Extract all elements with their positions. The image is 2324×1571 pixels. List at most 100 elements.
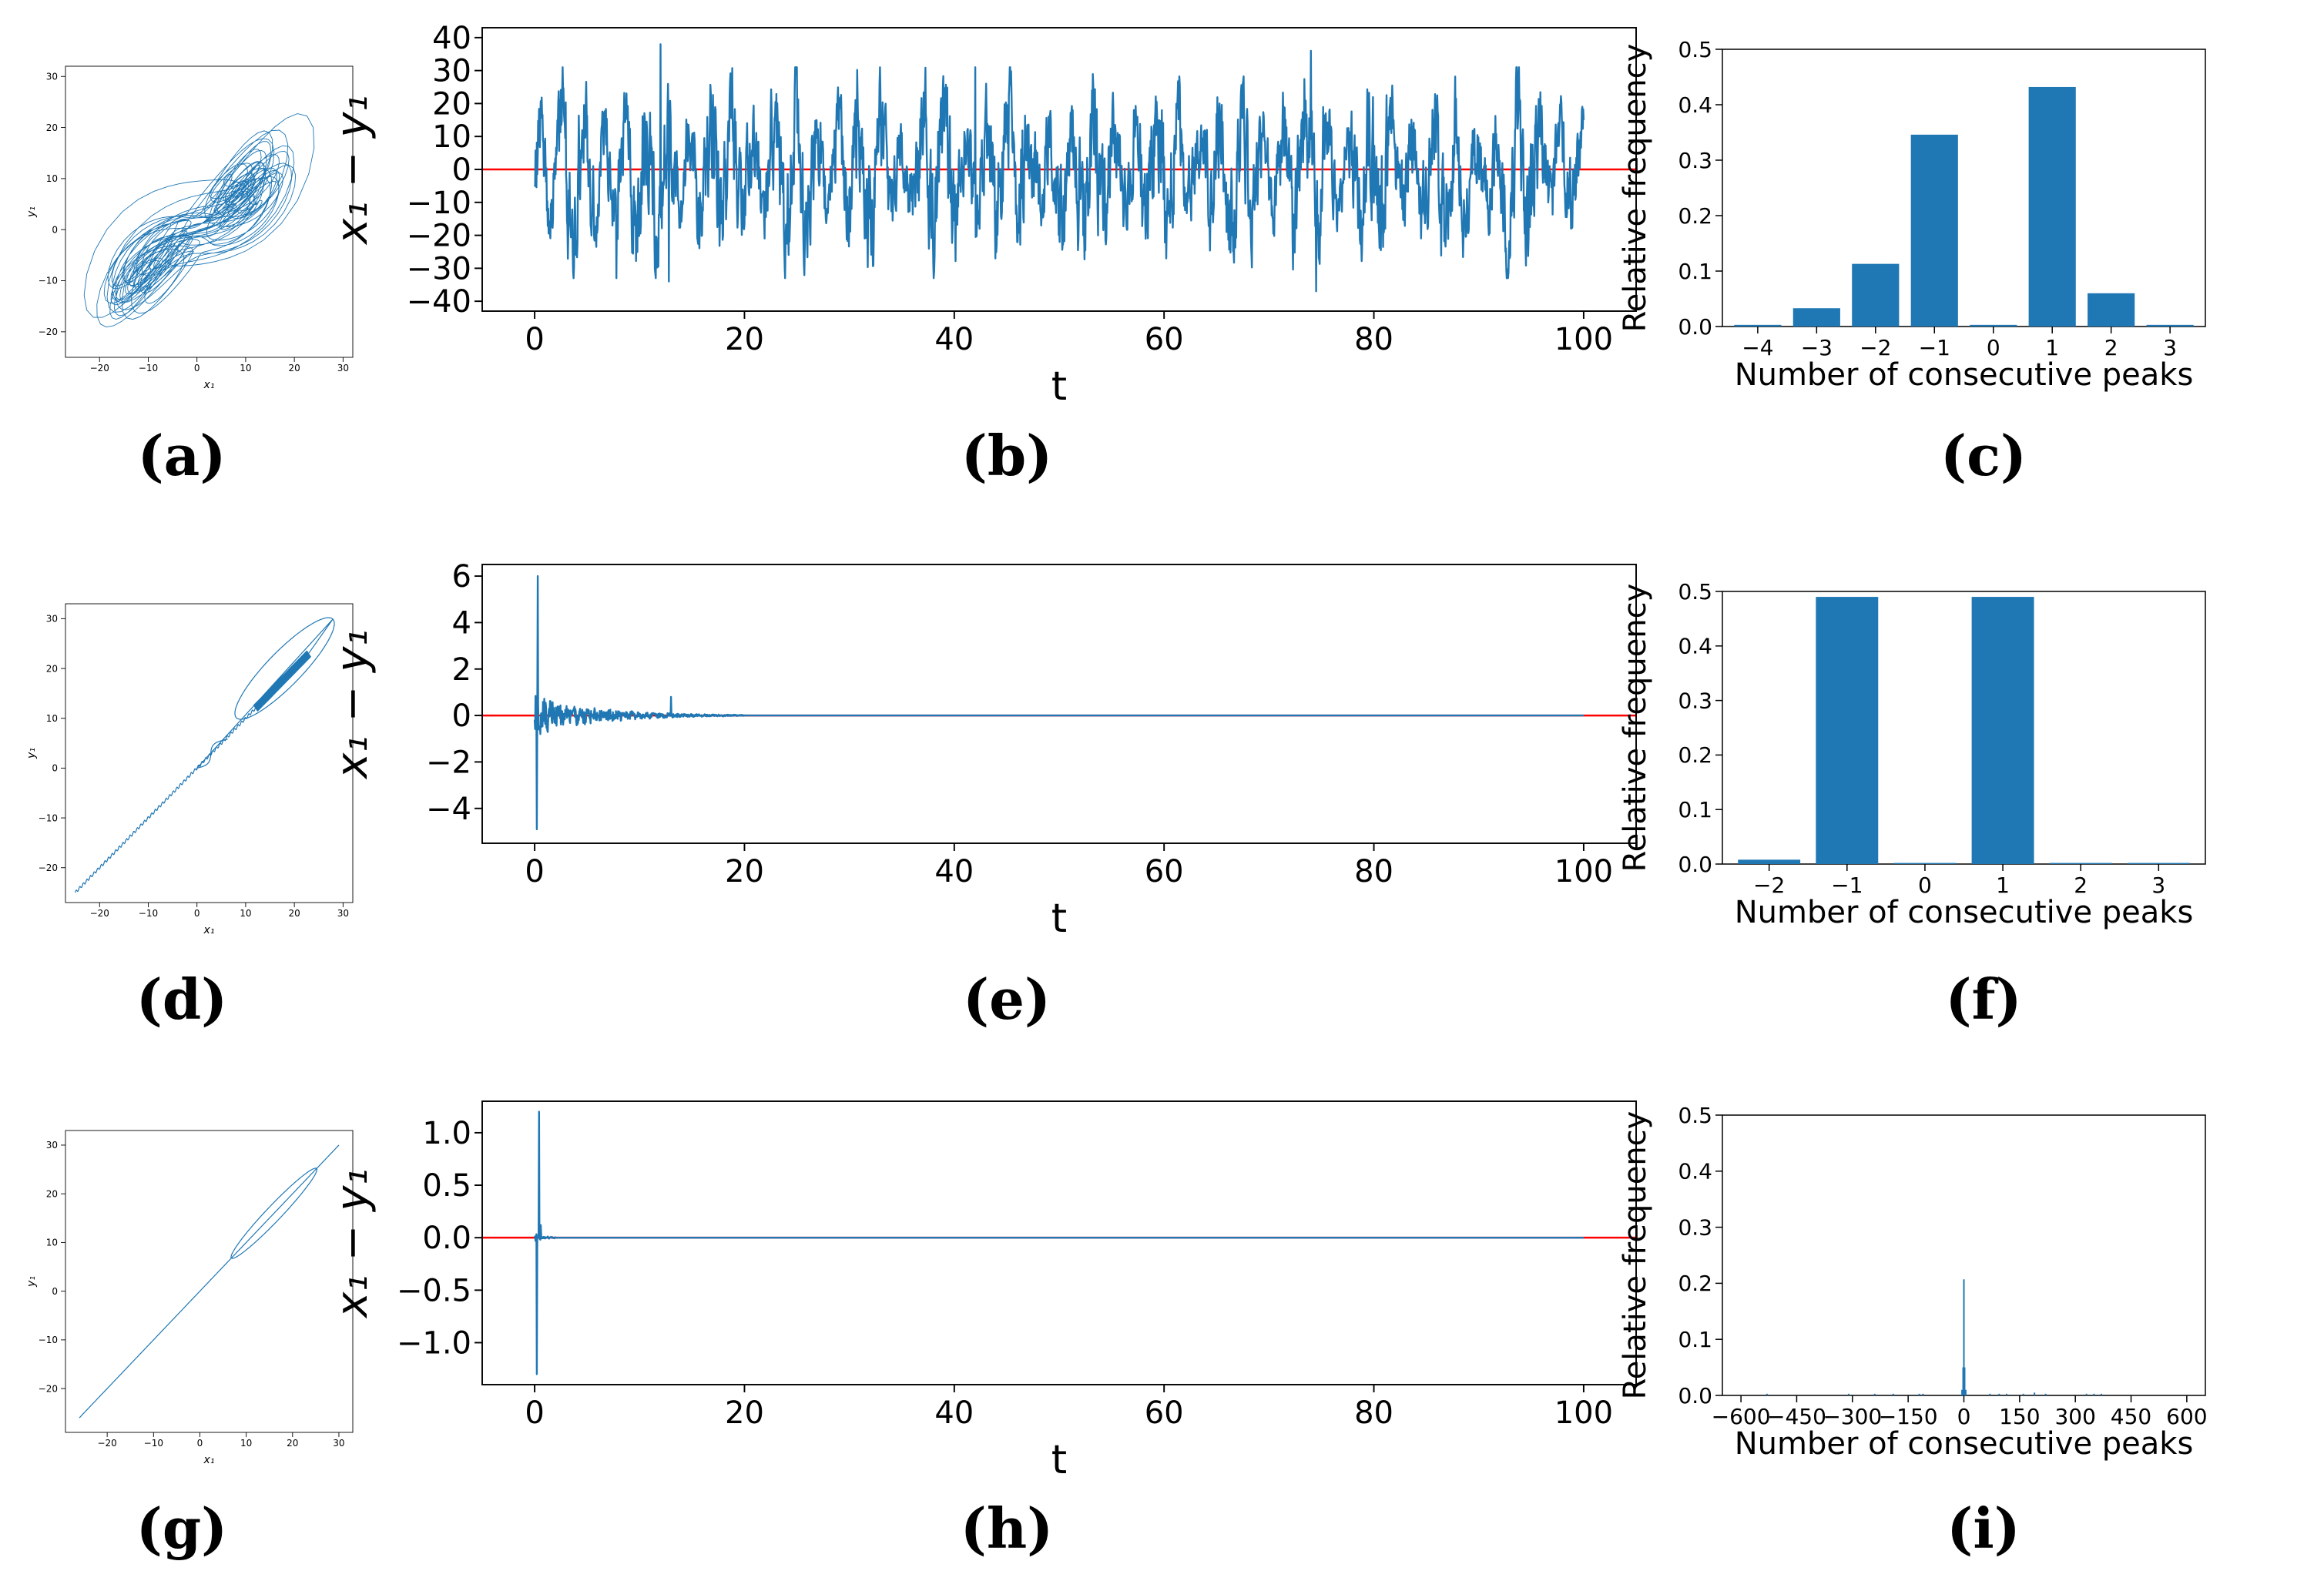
bar-c [1734, 324, 1782, 327]
y-tick-label-a: 10 [46, 173, 58, 184]
y-tick-label-c: 0.4 [1678, 92, 1712, 118]
bar-i [1918, 1393, 1920, 1395]
panel-label-c: (c) [1940, 423, 2027, 488]
y-axis-label-c: Relative frequency [1618, 44, 1653, 333]
x-tick-label-d: −20 [90, 908, 109, 919]
bar-i [1998, 1393, 2000, 1395]
x-tick-label-g: 20 [287, 1438, 298, 1449]
x-tick-label-h: 20 [725, 1395, 764, 1431]
x-tick-label-c: 3 [2163, 335, 2177, 360]
x-tick-label-h: 40 [934, 1395, 974, 1431]
y-tick-label-e: −4 [426, 792, 471, 827]
panel-e: 0 20 40 60 80 100 −4 −2 0 2 4 6 t x₁ − y₁ [327, 559, 1637, 942]
y-tick-label-d: 10 [46, 713, 58, 724]
panel-d: −20 −10 0 10 20 30 −20 −10 0 10 20 30 x₁ y₁ [25, 603, 354, 936]
x-tick-label-h: 100 [1554, 1395, 1613, 1431]
x-tick-label-e: 100 [1554, 854, 1613, 889]
y-tick-label-a: −10 [39, 276, 58, 286]
y-axis-label-i: Relative frequency [1618, 1111, 1653, 1400]
y-tick-label-d: −10 [39, 812, 58, 823]
y-tick-label-g: 20 [46, 1188, 58, 1199]
y-tick-label-g: 0 [52, 1286, 58, 1297]
x-axis-label-f: Number of consecutive peaks [1735, 895, 2194, 930]
panel-f: −2 −1 0 1 2 3 0.0 0.1 0.2 0.3 0.4 0.5 Number of cons… [1618, 579, 2206, 930]
x-tick-label-f: 1 [1996, 873, 2010, 898]
trajectory-line-g [79, 1144, 340, 1419]
bar-c [1792, 308, 1840, 327]
x-tick-label-f: −1 [1831, 873, 1863, 898]
y-tick-label-b: 0 [452, 152, 471, 188]
x-tick-label-e: 20 [725, 854, 764, 889]
x-tick-label-f: 0 [1918, 873, 1932, 898]
x-tick-label-i: 0 [1957, 1404, 1971, 1429]
y-tick-label-c: 0.5 [1678, 37, 1712, 62]
bar-f [2049, 863, 2112, 864]
y-tick-label-b: −10 [407, 186, 471, 221]
x-tick-label-b: 20 [725, 322, 764, 357]
bar-c [1852, 263, 1900, 327]
panel-label-e: (e) [963, 966, 1051, 1032]
axes-frame-a [65, 65, 354, 358]
x-tick-label-d: −10 [139, 908, 158, 919]
x-tick-label-a: 30 [337, 363, 349, 373]
x-tick-label-e: 0 [525, 854, 544, 889]
y-tick-label-b: 10 [432, 119, 471, 155]
x-axis-label-c: Number of consecutive peaks [1735, 357, 2194, 393]
bar-i [1922, 1393, 1924, 1395]
x-tick-label-i: −300 [1823, 1404, 1882, 1429]
y-tick-label-a: 0 [52, 224, 58, 235]
y-tick-label-i: 0.2 [1678, 1271, 1712, 1296]
x-tick-label-b: 100 [1554, 322, 1613, 357]
x-axis-label-h: t [1051, 1437, 1067, 1483]
y-tick-label-a: 30 [46, 71, 58, 82]
y-tick-label-d: 0 [52, 763, 58, 774]
y-axis-label-h: x₁ − y₁ [327, 1168, 377, 1319]
y-axis-label-g: y₁ [25, 1276, 38, 1288]
y-tick-label-h: 0.5 [422, 1168, 471, 1204]
y-tick-label-i: 0.5 [1678, 1103, 1712, 1128]
bar-i [1847, 1393, 1849, 1395]
panel-label-f: (f) [1945, 966, 2021, 1032]
x-tick-label-i: −600 [1712, 1404, 1771, 1429]
y-tick-label-e: 4 [452, 605, 471, 641]
bar-i [1964, 1389, 1967, 1395]
x-tick-label-h: 80 [1354, 1395, 1393, 1431]
y-tick-label-e: 0 [452, 698, 471, 734]
y-tick-label-f: 0.3 [1678, 688, 1712, 713]
y-tick-label-b: −20 [407, 219, 471, 254]
x-axis-label-b: t [1051, 363, 1067, 410]
panel-label-a: (a) [138, 423, 226, 488]
y-tick-label-b: 40 [432, 21, 471, 56]
axes-frame-f [1722, 591, 2206, 865]
y-tick-label-c: 0.1 [1678, 259, 1712, 284]
panel-label-d: (d) [136, 966, 227, 1032]
x-axis-label-d: x₁ [203, 924, 215, 936]
bar-i [2005, 1393, 2007, 1395]
x-tick-label-b: 0 [525, 322, 544, 357]
y-tick-label-h: −0.5 [397, 1273, 471, 1308]
bar-i [2100, 1393, 2102, 1395]
bar-i [1989, 1393, 1991, 1395]
y-tick-label-g: 10 [46, 1238, 58, 1248]
panel-h: 0 20 40 60 80 100 −1.0 −0.5 0.0 0.5 1.0 t x₁ − y₁ [327, 1100, 1637, 1483]
bar-i [1766, 1393, 1768, 1395]
y-tick-label-b: −40 [407, 284, 471, 320]
x-tick-label-c: 0 [1987, 335, 2000, 360]
bar-i [2034, 1392, 2036, 1395]
panel-i: −600−450−300−150 0 150 300 450 600 0.0 0.1 0.2 0.… [1618, 1103, 2208, 1462]
x-tick-label-c: −2 [1860, 335, 1891, 360]
y-tick-label-i: 0.0 [1678, 1383, 1712, 1409]
panel-label-h: (h) [961, 1496, 1053, 1561]
bar-i [1892, 1393, 1894, 1395]
axes-frame-c [1722, 49, 2206, 327]
bar-i [2093, 1393, 2095, 1395]
y-tick-label-e: 2 [452, 652, 471, 688]
x-tick-label-b: 60 [1145, 322, 1184, 357]
y-tick-label-f: 0.2 [1678, 742, 1712, 768]
x-tick-label-a: −20 [90, 363, 109, 373]
x-axis-label-a: x₁ [203, 379, 215, 391]
y-tick-label-c: 0.3 [1678, 148, 1712, 173]
bar-c [1910, 134, 1958, 327]
